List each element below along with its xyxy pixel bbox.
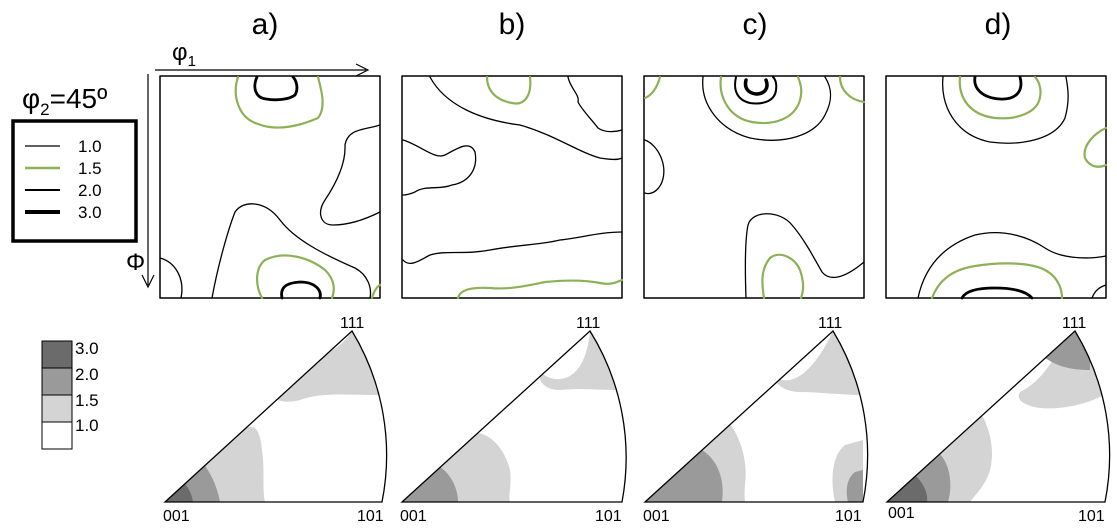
phi2-section-label: φ2=45º — [22, 83, 107, 119]
ipf-triangle-b: 111 001 101 — [400, 315, 627, 525]
ipf-legend-label-2: 2.0 — [75, 365, 99, 384]
ipf-d-label-001: 001 — [888, 505, 915, 522]
odf-panel-c — [643, 75, 866, 300]
ipf-c-label-111: 111 — [818, 315, 842, 332]
panel-label-c: c) — [743, 8, 768, 41]
big-phi-axis-label: Φ — [126, 249, 145, 276]
legend-label-1: 1.0 — [78, 137, 102, 156]
odf-panel-a — [159, 75, 382, 300]
ipf-c-label-001: 001 — [643, 508, 670, 525]
ipf-triangle-d: 111 001 101 — [885, 315, 1111, 525]
big-phi-axis: Φ — [126, 74, 155, 289]
odf-panel-b — [401, 75, 624, 300]
ipf-triangle-a: 111 001 101 — [163, 315, 388, 525]
ipf-a-label-111: 111 — [340, 315, 364, 332]
odf-panel-d — [885, 75, 1108, 300]
panel-label-b: b) — [499, 8, 526, 41]
phi1-axis: φ1 — [155, 39, 370, 77]
ipf-c-label-101: 101 — [835, 508, 862, 525]
ipf-legend-swatch-2 — [41, 367, 73, 396]
ipf-legend-label-3: 3.0 — [75, 339, 99, 358]
ipf-legend-label-1: 1.0 — [75, 416, 99, 435]
ipf-legend-swatch-3 — [41, 340, 73, 369]
ipf-b-label-001: 001 — [400, 508, 427, 525]
ipf-legend-label-1-5: 1.5 — [75, 391, 99, 410]
ipf-d-label-111: 111 — [1062, 315, 1086, 332]
ipf-d-label-101: 101 — [1078, 508, 1105, 525]
phi1-axis-label: φ1 — [172, 39, 196, 70]
ipf-triangle-c: 111 001 101 — [643, 315, 869, 525]
panel-label-d: d) — [985, 8, 1012, 41]
legend-label-2: 2.0 — [78, 181, 102, 200]
ipf-a-label-001: 001 — [163, 508, 190, 525]
ipf-b-label-101: 101 — [595, 508, 622, 525]
panel-label-a: a) — [252, 8, 279, 41]
legend-label-3: 3.0 — [78, 203, 102, 222]
ipf-shade-legend: 3.0 2.0 1.5 1.0 — [41, 339, 99, 450]
ipf-b-label-111: 111 — [576, 315, 600, 332]
legend-label-1-5: 1.5 — [78, 159, 102, 178]
ipf-legend-swatch-1-5 — [41, 394, 73, 423]
ipf-legend-swatch-1 — [41, 421, 73, 450]
ipf-a-label-101: 101 — [357, 508, 384, 525]
odf-contour-legend: 1.0 1.5 2.0 3.0 — [11, 119, 138, 243]
